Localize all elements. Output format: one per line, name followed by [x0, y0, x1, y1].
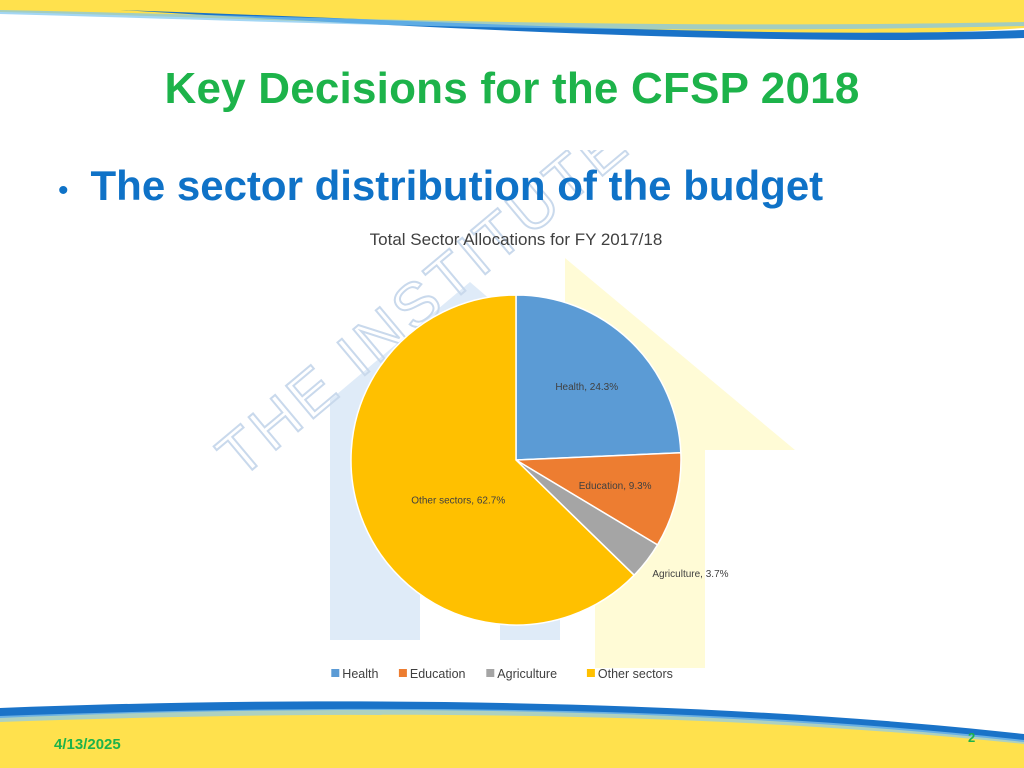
legend-label: Agriculture	[497, 667, 557, 681]
bullet-item: • The sector distribution of the budget	[58, 162, 823, 210]
legend-item-other-sectors: Other sectors	[586, 667, 673, 681]
footer-date: 4/13/2025	[54, 736, 121, 753]
chart-legend: Health Education Agriculture Other sectors	[331, 667, 673, 681]
legend-label: Other sectors	[598, 667, 673, 681]
data-label-agriculture: Agriculture, 3.7%	[652, 569, 728, 580]
legend-item-agriculture: Agriculture	[486, 667, 557, 681]
legend-swatch	[398, 669, 407, 677]
legend-label: Health	[342, 667, 378, 681]
legend-item-health: Health	[331, 667, 378, 681]
pie-slice-other-sectors	[350, 294, 636, 626]
data-label-education: Education, 9.3%	[579, 481, 652, 492]
pie-slices	[350, 294, 682, 626]
slide-title: Key Decisions for the CFSP 2018	[164, 64, 860, 113]
bullet-text: The sector distribution of the budget	[90, 162, 824, 209]
pie-slice-health	[515, 294, 682, 461]
pie-slice-education	[513, 451, 682, 546]
bottom-decorative-banner	[0, 701, 1024, 768]
data-labels: Health, 24.3% Education, 9.3% Agriculture,…	[411, 382, 728, 580]
page-number: 2	[968, 730, 976, 745]
legend-swatch	[586, 669, 595, 677]
legend-item-education: Education	[398, 667, 466, 681]
legend-swatch	[486, 669, 495, 677]
top-decorative-banner	[0, 0, 1024, 40]
legend-swatch	[331, 669, 340, 677]
chart-title: Total Sector Allocations for FY 2017/18	[370, 230, 663, 249]
data-label-health: Health, 24.3%	[555, 382, 618, 393]
bullet-dot: •	[58, 174, 69, 207]
data-label-other-sectors: Other sectors, 62.7%	[411, 496, 505, 507]
legend-label: Education	[410, 667, 466, 681]
